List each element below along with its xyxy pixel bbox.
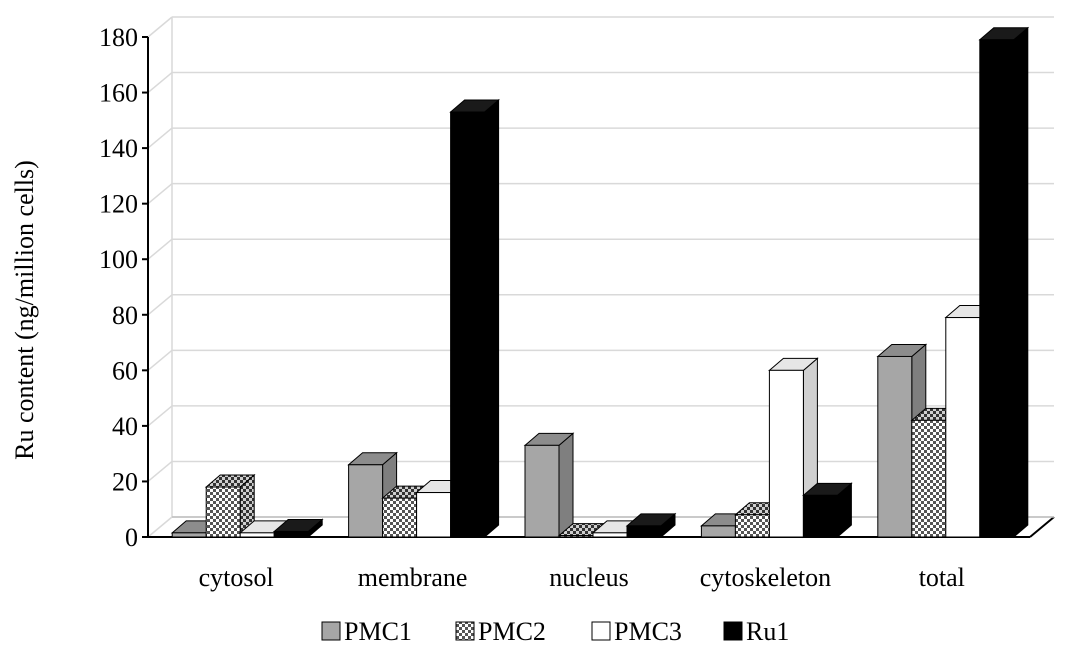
legend-swatch: [321, 621, 341, 641]
bar-front: [524, 444, 560, 538]
bar-pmc1-nucleus: [523, 432, 575, 539]
bar-front: [768, 369, 804, 538]
legend-swatch: [455, 621, 475, 641]
bar-front: [205, 486, 241, 538]
legend-swatch: [591, 621, 611, 641]
bar-ru1-cytosol: [272, 518, 324, 539]
y-tick-label: 40: [112, 412, 138, 441]
bar-front: [273, 530, 309, 538]
bar-ru1-membrane: [449, 98, 500, 539]
bar-pmc2-cytosol: [204, 473, 256, 539]
bar-front: [626, 525, 662, 538]
legend-item-pmc3: PMC3: [591, 617, 682, 646]
legend-label: PMC2: [478, 617, 546, 646]
y-axis-title: Ru content (ng/million cells): [10, 160, 39, 460]
legend-swatch: [723, 621, 743, 641]
bar-front: [171, 532, 207, 538]
y-tick-label: 140: [99, 134, 138, 163]
depth-line: [147, 183, 173, 205]
bars: [170, 26, 1030, 539]
legend-item-pmc1: PMC1: [321, 617, 412, 646]
depth-line: [147, 405, 173, 427]
legend: PMC1 PMC2 PMC3 Ru1: [321, 617, 789, 646]
x-tick-label: cytosol: [199, 563, 274, 592]
bar-front: [348, 464, 384, 538]
bar-front: [734, 514, 770, 538]
legend-label: PMC3: [614, 617, 682, 646]
legend-label: Ru1: [746, 617, 789, 646]
bar-front: [450, 111, 486, 538]
bar-front: [239, 532, 275, 538]
bar-front: [592, 532, 628, 538]
legend-item-ru1: Ru1: [723, 617, 789, 646]
depth-line: [147, 71, 173, 94]
bar-front: [700, 525, 736, 538]
depth-line: [147, 16, 173, 38]
bar-front: [802, 494, 838, 538]
y-tick-label: 0: [125, 523, 138, 552]
bar-front: [945, 317, 981, 538]
y-tick-label: 80: [112, 301, 138, 330]
category-labels: cytosol membrane nucleus cytoskeleton total: [199, 563, 965, 592]
bar-side: [1013, 26, 1029, 539]
depth-line: [147, 127, 173, 149]
x-tick-label: nucleus: [549, 563, 628, 592]
bar-front: [877, 355, 913, 538]
y-tick-label: 100: [99, 245, 138, 274]
bar-side: [484, 98, 500, 539]
bar-side: [558, 432, 574, 539]
legend-item-pmc2: PMC2: [455, 617, 546, 646]
depth-line: [147, 516, 173, 538]
x-tick-label: total: [919, 563, 965, 592]
bar-front: [558, 535, 594, 538]
bar-ru1-total: [978, 26, 1030, 539]
bar-front: [416, 492, 452, 538]
depth-line: [147, 294, 173, 316]
floor-edge: [1029, 516, 1055, 538]
bar-front: [382, 497, 418, 538]
gridlines: [147, 16, 1054, 538]
y-tick-label: 160: [99, 79, 138, 108]
y-tick-label: 180: [99, 23, 138, 52]
legend-label: PMC1: [344, 617, 412, 646]
depth-line: [147, 238, 173, 260]
bar-ru1-cytoskeleton: [802, 482, 853, 539]
depth-line: [147, 349, 173, 371]
y-tick-label: 60: [112, 356, 138, 385]
y-tick-label: 120: [99, 190, 138, 219]
bar-front: [911, 419, 947, 538]
y-tick-labels: 0 20 40 60 80 100 120 140 160 180: [99, 23, 138, 552]
x-tick-label: membrane: [358, 563, 468, 592]
bar-front: [979, 39, 1015, 538]
y-tick-label: 20: [112, 467, 138, 496]
x-tick-label: cytoskeleton: [700, 563, 831, 592]
bar-ru1-nucleus: [625, 512, 677, 539]
depth-line: [147, 460, 173, 483]
